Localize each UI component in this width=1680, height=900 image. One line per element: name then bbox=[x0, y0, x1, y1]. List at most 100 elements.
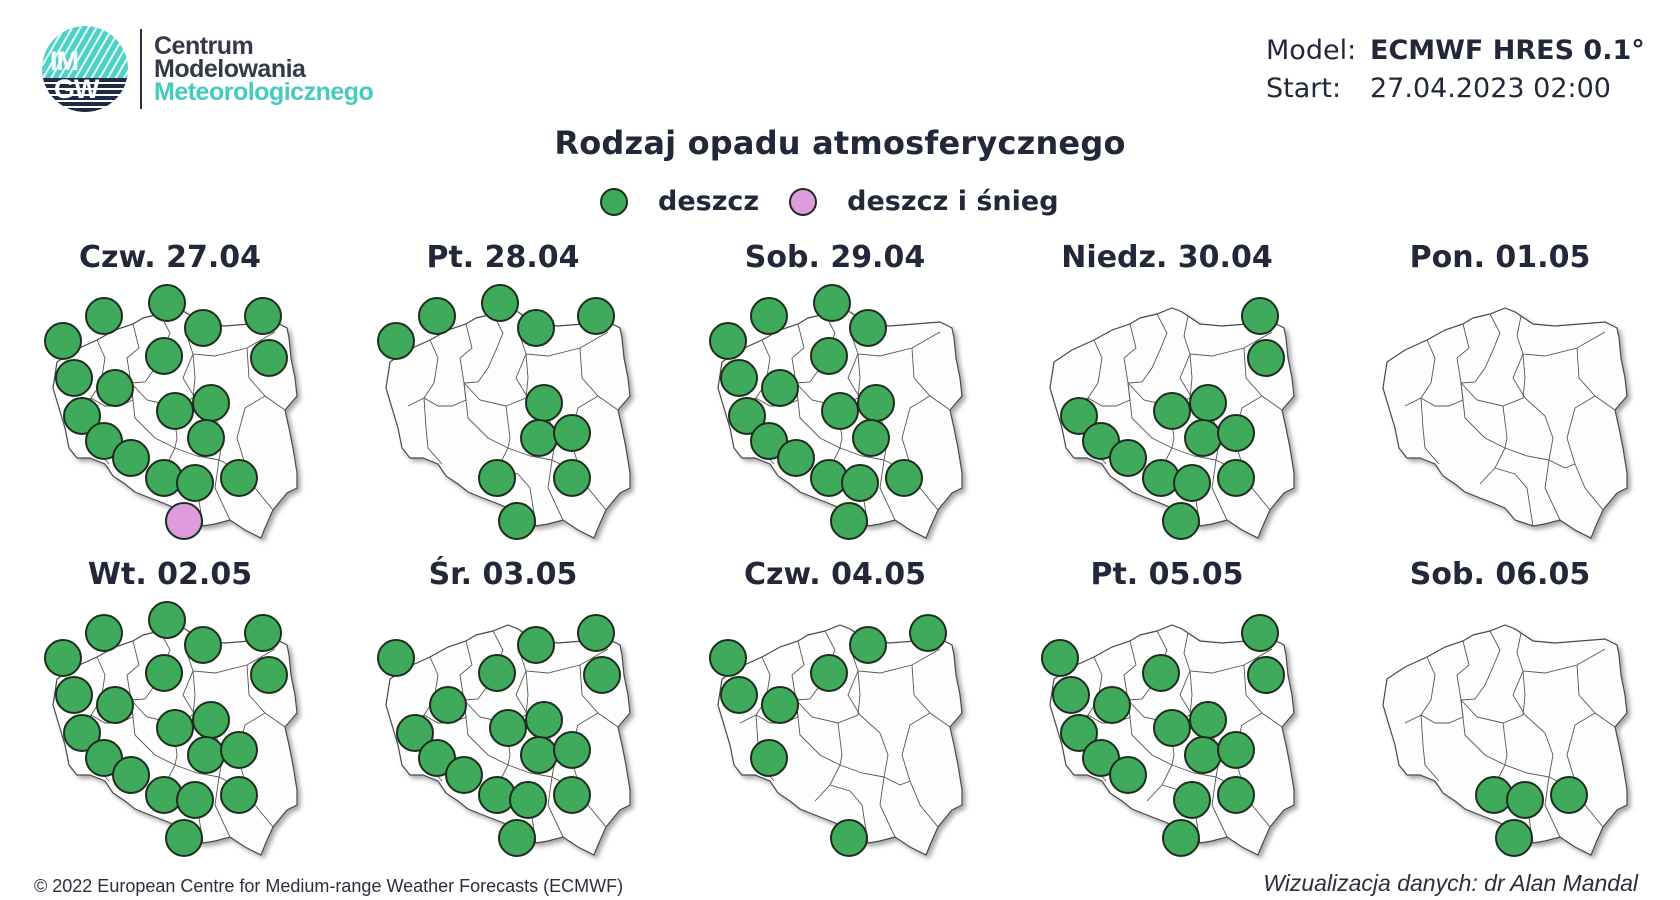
poland-voivodeships-outline bbox=[1382, 307, 1628, 539]
rain-marker bbox=[1161, 818, 1200, 857]
rain-marker bbox=[62, 713, 101, 752]
rain-marker bbox=[519, 736, 558, 774]
rain-marker bbox=[1189, 384, 1227, 422]
poland-map bbox=[1365, 288, 1640, 539]
rain-marker bbox=[829, 501, 868, 540]
poland-map bbox=[700, 605, 975, 857]
rain-marker bbox=[1183, 736, 1222, 774]
day-label: Sob. 06.05 bbox=[1409, 557, 1591, 592]
day-label: Śr. 03.05 bbox=[428, 557, 578, 592]
rain-marker bbox=[164, 818, 203, 857]
poland-map bbox=[1032, 605, 1307, 857]
rain-marker bbox=[1172, 781, 1211, 819]
rain-marker bbox=[95, 686, 134, 724]
rain-marker bbox=[577, 613, 616, 652]
rain-marker bbox=[244, 296, 283, 335]
rain-marker bbox=[497, 501, 536, 540]
start-label: Start: bbox=[1266, 73, 1342, 104]
rain-marker bbox=[552, 414, 591, 452]
rain-marker bbox=[708, 321, 747, 360]
rain-marker bbox=[481, 284, 519, 322]
rain-marker bbox=[183, 309, 222, 347]
rain-marker bbox=[417, 296, 456, 335]
rain-marker bbox=[192, 384, 230, 422]
rain-marker bbox=[1216, 414, 1255, 452]
imgw-logo: IM GW Centrum Modelowania Meteorologiczn… bbox=[42, 26, 374, 112]
poland-map bbox=[1365, 605, 1640, 857]
rain-marker bbox=[478, 459, 517, 497]
start-value: 27.04.2023 02:00 bbox=[1370, 73, 1611, 104]
rain-marker bbox=[760, 686, 799, 724]
logo-text: Centrum Modelowania Meteorologicznego bbox=[154, 31, 374, 104]
rain-marker bbox=[857, 384, 895, 422]
rain-marker bbox=[719, 676, 758, 714]
rain-marker bbox=[851, 419, 890, 457]
rain-marker bbox=[445, 756, 484, 794]
rain-marker bbox=[54, 359, 93, 397]
rain-marker bbox=[1153, 708, 1192, 747]
legend-label-rain: deszcz bbox=[658, 186, 760, 217]
rain-snow-marker bbox=[164, 501, 203, 540]
poland-map bbox=[368, 605, 643, 857]
rain-marker bbox=[249, 656, 288, 694]
rain-marker bbox=[821, 391, 860, 430]
rain-marker bbox=[708, 638, 747, 677]
rain-marker bbox=[552, 459, 591, 497]
rain-marker bbox=[428, 686, 467, 724]
rain-marker bbox=[1494, 818, 1533, 857]
rain-marker bbox=[244, 613, 283, 652]
rain-marker bbox=[848, 309, 887, 347]
model-value: ECMWF HRES 0.1° bbox=[1370, 35, 1645, 66]
rain-marker bbox=[1153, 391, 1192, 430]
poland-map bbox=[35, 284, 310, 540]
rain-marker bbox=[1142, 653, 1181, 692]
rain-marker bbox=[1161, 501, 1200, 540]
rain-marker bbox=[54, 676, 93, 714]
poland-voivodeships-outline bbox=[1382, 624, 1628, 856]
rain-marker bbox=[1216, 459, 1255, 497]
rain-marker bbox=[1246, 339, 1285, 377]
rain-marker bbox=[156, 391, 195, 430]
rain-marker bbox=[497, 818, 536, 857]
rain-marker bbox=[749, 296, 788, 335]
rain-marker bbox=[516, 309, 555, 347]
day-label: Czw. 04.05 bbox=[743, 557, 926, 592]
page-title: Rodzaj opadu atmosferycznego bbox=[554, 124, 1126, 162]
rain-marker bbox=[183, 626, 222, 664]
rain-marker bbox=[249, 339, 288, 377]
rain-marker bbox=[186, 736, 225, 774]
rain-marker bbox=[909, 613, 948, 652]
copyright: © 2022 European Centre for Medium-range … bbox=[34, 876, 624, 896]
rain-marker bbox=[1189, 701, 1227, 739]
logo-divider bbox=[140, 29, 142, 109]
rain-marker bbox=[1040, 638, 1079, 677]
rain-marker bbox=[376, 638, 415, 677]
rain-marker bbox=[577, 296, 616, 335]
poland-voivodeships-outline bbox=[717, 624, 963, 856]
poland-map bbox=[368, 284, 643, 540]
rain-marker bbox=[376, 321, 415, 360]
rain-marker bbox=[145, 653, 184, 692]
rain-marker bbox=[112, 439, 151, 477]
rain-marker bbox=[749, 738, 788, 777]
rain-marker bbox=[813, 284, 851, 322]
rain-marker bbox=[175, 781, 214, 819]
rain-marker bbox=[186, 419, 225, 457]
imgw-logo-mark: IM GW bbox=[42, 26, 128, 112]
poland-map bbox=[35, 601, 310, 857]
rain-marker bbox=[112, 756, 151, 794]
day-label: Niedz. 30.04 bbox=[1061, 240, 1273, 275]
rain-marker bbox=[219, 776, 258, 814]
logo-mark-top: IM bbox=[50, 46, 79, 76]
data-credit: Wizualizacja danych: dr Alan Mandal bbox=[1263, 870, 1638, 896]
legend: deszcz deszcz i śnieg bbox=[600, 186, 1089, 217]
rain-marker bbox=[884, 459, 923, 497]
logo-line-1: Centrum bbox=[154, 31, 254, 60]
rain-marker bbox=[43, 638, 82, 677]
rain-marker bbox=[1505, 781, 1544, 819]
rain-marker bbox=[552, 731, 591, 769]
rain-marker bbox=[810, 653, 849, 692]
rain-marker bbox=[1216, 731, 1255, 769]
day-label: Pt. 28.04 bbox=[426, 240, 580, 275]
rain-marker bbox=[508, 781, 547, 819]
